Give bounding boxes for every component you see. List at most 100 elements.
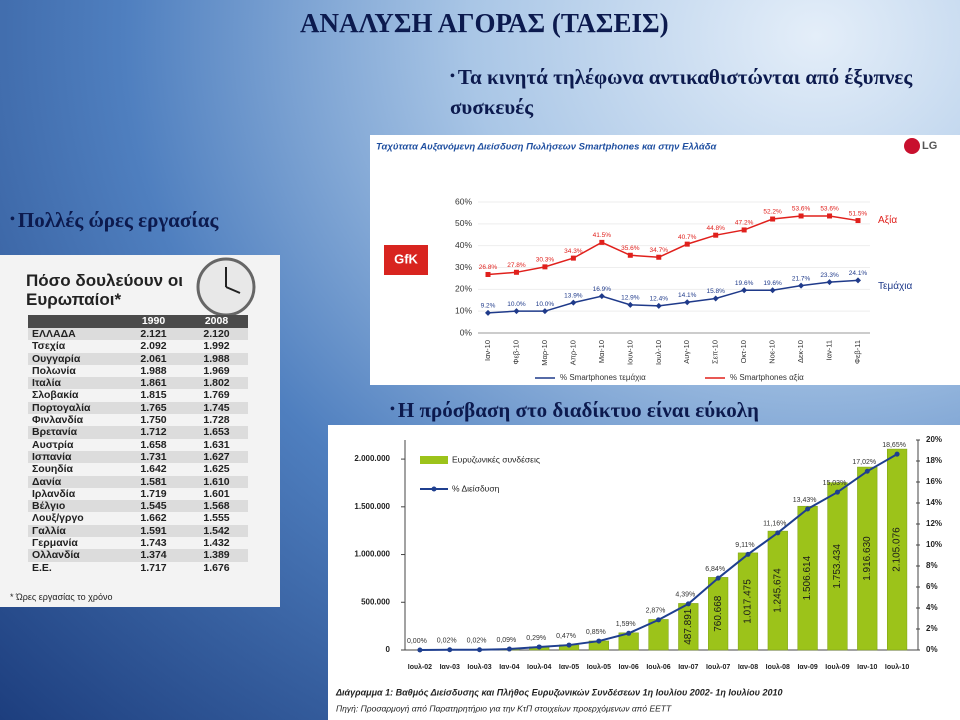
header-row: 1990 2008 [28, 315, 248, 328]
y-tick-label: 50% [455, 218, 472, 228]
series-end-label: Αξία [878, 214, 897, 226]
value-cell: 1.712 [122, 426, 185, 439]
data-label: 19.6% [763, 280, 782, 287]
data-label: 16.9% [593, 286, 612, 293]
value-cell: 1.992 [203, 340, 230, 353]
value-cell: 2.092 [140, 340, 167, 353]
marker [834, 489, 840, 495]
country-cell: ΕΛΛΑΔΑ [28, 328, 122, 341]
value-cell: 1.861 [122, 377, 185, 390]
marker [447, 647, 453, 653]
row: Φινλανδία 1.750 1.728 [28, 414, 248, 426]
line [487, 215, 859, 276]
x-tick-label: Απρ-10 [568, 340, 577, 365]
value-cell: 1.988 [185, 352, 248, 365]
value-cell: 2.121 [122, 328, 185, 341]
x-tick-label: Ιαν-04 [499, 664, 519, 671]
marker [655, 302, 662, 309]
value-cell: 1.769 [203, 389, 230, 402]
row: Γερμανία 1.743 1.432 [28, 537, 248, 549]
legend-label: % Διείσδυση [452, 483, 500, 493]
bar [857, 466, 878, 651]
country-cell: Φινλανδία [32, 414, 84, 427]
country-cell: Ισπανία [28, 450, 122, 464]
data-label: 760.668 [713, 595, 724, 632]
data-label: 34.3% [564, 248, 583, 255]
y-tick-label: 0 [386, 645, 391, 654]
data-label: 0,29% [526, 635, 546, 642]
x-tick-label: Ιαν-03 [440, 664, 460, 671]
data-label: 21.7% [792, 275, 811, 282]
country-cell: Ολλανδία [28, 549, 122, 562]
chart-panel [328, 425, 960, 720]
data-label: 18,65% [882, 442, 906, 449]
marker [626, 630, 632, 636]
chart-panel [370, 135, 960, 385]
marker [712, 295, 719, 302]
marker [599, 239, 605, 245]
marker [536, 644, 542, 650]
marker [477, 647, 483, 653]
legend-label: % Smartphones αξία [730, 373, 804, 382]
header-cell [28, 315, 122, 328]
data-label: 4,39% [675, 592, 695, 599]
source: Πηγή: Προσαρμογή από Παρατηρητήριο για τ… [336, 703, 672, 713]
value-cell: 1.743 [140, 537, 167, 550]
marker [485, 309, 491, 316]
series-end-label: Τεμάχια [878, 280, 912, 292]
bullet: Πολλές ώρες εργασίας [10, 205, 218, 235]
country-cell: Βρετανία [28, 426, 122, 439]
brand: LG [922, 140, 937, 152]
row: ΕΛΛΑΔΑ 2.121 2.120 [28, 328, 248, 341]
value-cell: 2.061 [122, 352, 185, 365]
country-cell: Γαλλία [28, 524, 122, 538]
value-cell: 1.969 [203, 364, 230, 377]
data-label: 1.506.614 [802, 555, 813, 600]
data-label: 12.4% [650, 296, 669, 303]
data-label: 1,59% [616, 621, 636, 628]
data-label: 10.0% [536, 301, 555, 308]
data-label: 41.5% [593, 232, 612, 239]
country-cell: Ουγγαρία [28, 352, 122, 365]
row: Ισπανία 1.731 1.627 [28, 450, 248, 464]
bullet: Τα κινητά τηλέφωνα αντικαθιστώνται από έ… [450, 62, 920, 122]
y-tick-label: 10% [455, 305, 472, 315]
x-tick-label: Ιαν-08 [738, 664, 758, 671]
data-label: 53.6% [792, 206, 811, 213]
table-note: * Ώρες εργασίας το χρόνο [10, 592, 113, 602]
data-label: 9,11% [735, 542, 754, 549]
value-cell: 1.815 [140, 389, 167, 402]
x-tick-label: Δεκ-10 [796, 340, 805, 363]
data-label: 0,47% [556, 633, 576, 640]
marker [715, 575, 721, 581]
data-label: 26.8% [479, 264, 498, 271]
x-tick-label: Ιουλ-04 [527, 663, 551, 671]
data-label: 13.9% [564, 292, 583, 299]
marker [485, 271, 491, 277]
value-cell: 1.542 [185, 524, 248, 538]
x-tick-label: Ιαν-07 [678, 664, 698, 671]
value-cell: 1.802 [185, 377, 248, 390]
marker [627, 301, 634, 308]
x-tick-label: Ιουλ-08 [766, 663, 790, 671]
marker [855, 218, 861, 224]
caption: Διάγραμμα 1: Βαθμός Διείσδυσης και Πλήθο… [335, 687, 782, 697]
marker [656, 617, 661, 623]
country-cell: Γερμανία [32, 537, 78, 550]
row: Γαλλία 1.591 1.542 [28, 524, 248, 538]
marker [570, 299, 577, 306]
marker [513, 269, 519, 275]
value-cell: 1.581 [122, 475, 185, 488]
data-label: 6,84% [705, 566, 725, 573]
data-label: 27.8% [507, 262, 526, 269]
x-tick-label: Ιουλ-09 [825, 663, 849, 671]
country-cell: Πολωνία [32, 364, 76, 377]
header-cell: 1990 [122, 315, 185, 328]
data-label: 2.105.076 [892, 527, 903, 572]
country-cell: Αυστρία [32, 438, 74, 451]
row: Πολωνία 1.988 1.969 [28, 365, 248, 377]
clock-icon [196, 257, 256, 315]
line [487, 279, 859, 314]
value-cell: 1.568 [185, 500, 248, 513]
row: Τσεχία 2.092 1.992 [28, 340, 248, 352]
